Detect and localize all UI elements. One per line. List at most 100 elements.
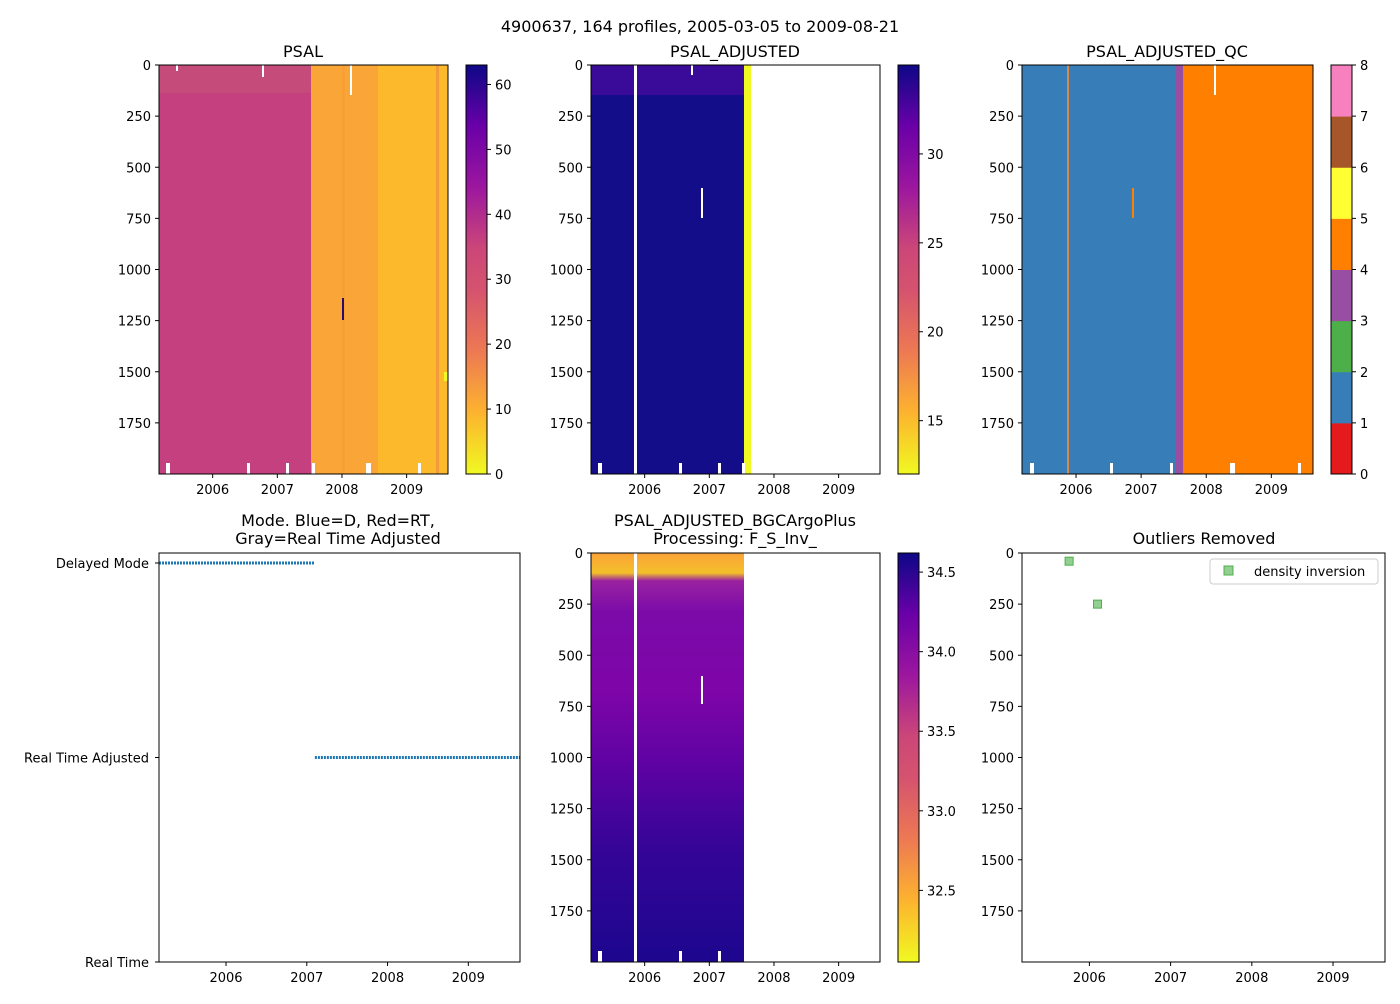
colorbar-tick-label: 7 — [1360, 110, 1368, 125]
colorbar-tick-label: 20 — [927, 326, 944, 341]
y-tick-label: 1750 — [981, 905, 1014, 920]
psal-gap — [366, 463, 371, 474]
qc-region-3 — [1176, 65, 1183, 474]
y-ticks-psal: 0 250 500 750 1000 1250 1500 1750 — [118, 59, 159, 432]
bgc-gap-line — [634, 553, 637, 962]
y-tick-label: 1250 — [550, 315, 583, 330]
axes-frame-outliers — [1021, 552, 1386, 963]
y-tick-label: 750 — [558, 212, 583, 227]
colorbar-tick-label: 0 — [495, 468, 503, 483]
qc-gap — [1110, 463, 1113, 474]
bgc-gap — [718, 951, 721, 962]
x-ticks-bgc: 2006 2007 2008 2009 — [628, 962, 855, 986]
psal-gap — [176, 65, 178, 71]
panel-outliers: Outliers Removed 0 250 500 750 1000 1250 1500 1… — [981, 529, 1386, 986]
psal-gap — [312, 463, 315, 474]
y-tick-label: Real Time Adjusted — [24, 752, 149, 767]
adj-gap — [718, 463, 721, 474]
x-tick-label: 2007 — [1154, 971, 1187, 986]
y-ticks-psal-adjusted-qc: 0 250 500 750 1000 1250 1500 1750 — [981, 59, 1022, 432]
colorbar-tick-label: 60 — [495, 78, 512, 93]
y-tick-label: 1500 — [981, 366, 1014, 381]
panel-title-outliers: Outliers Removed — [1133, 529, 1276, 548]
qc-region-4 — [1183, 65, 1313, 474]
y-tick-label: 1750 — [550, 417, 583, 432]
panel-mode: Mode. Blue=D, Red=RT, Gray=Real Time Adj… — [24, 511, 521, 986]
y-tick-label: 750 — [989, 700, 1014, 715]
y-tick-label: 0 — [575, 547, 583, 562]
y-tick-label: Delayed Mode — [56, 557, 149, 572]
x-tick-label: 2008 — [325, 483, 358, 498]
adj-gap — [742, 463, 745, 474]
psal-gap — [350, 65, 352, 95]
x-ticks-psal-adjusted-qc: 2006 2007 2008 2009 — [1059, 474, 1288, 498]
psal-stripe — [342, 65, 345, 474]
x-tick-label: 2007 — [290, 971, 323, 986]
colorbar-tick-label: 1 — [1360, 417, 1368, 432]
colorbar-tick-label: 30 — [927, 148, 944, 163]
colorbar-tick-label: 33.0 — [927, 805, 956, 820]
colorbar-bgc — [897, 552, 920, 963]
y-tick-label: 0 — [575, 59, 583, 74]
x-tick-label: 2008 — [757, 971, 790, 986]
x-tick-label: 2007 — [261, 483, 294, 498]
x-tick-label: 2006 — [628, 971, 661, 986]
panel-title-bgc-line2: Processing: F_S_Inv_ — [653, 529, 818, 549]
legend-marker — [1223, 565, 1234, 576]
adj-gap — [691, 65, 693, 75]
qc-gap — [1298, 463, 1301, 474]
qc-gap — [1214, 65, 1216, 95]
y-ticks-bgc: 0 250 500 750 1000 1250 1500 1750 — [550, 547, 591, 920]
outlier-point — [1064, 556, 1074, 566]
y-tick-label: 250 — [558, 598, 583, 613]
y-tick-label: 250 — [558, 110, 583, 125]
colorbar-tick-label: 8 — [1360, 59, 1368, 74]
y-tick-label: 0 — [1006, 59, 1014, 74]
y-tick-label: 1250 — [981, 803, 1014, 818]
bgc-region-bottom — [591, 950, 744, 962]
y-tick-label: 1750 — [550, 905, 583, 920]
colorbar-ticks-psal-adjusted-qc: 0 1 2 3 4 5 6 7 8 — [1352, 59, 1368, 483]
adj-gap — [598, 463, 602, 474]
psal-mark — [342, 298, 344, 320]
heatmap-bgc — [591, 553, 744, 962]
x-tick-label: 2006 — [628, 483, 661, 498]
qc-line — [1067, 65, 1069, 474]
colorbar-tick-label: 6 — [1360, 161, 1368, 176]
colorbar-tick-label: 10 — [495, 403, 512, 418]
bgc-gap — [679, 951, 682, 962]
colorbar-ticks-psal-adjusted: 15 20 25 30 — [919, 148, 944, 430]
y-tick-label: 750 — [126, 212, 151, 227]
colorbar-tick-label: 34.0 — [927, 646, 956, 661]
bgc-region-main — [591, 553, 744, 950]
colorbar-tick-label: 5 — [1360, 212, 1368, 227]
x-tick-label: 2009 — [1255, 483, 1288, 498]
y-tick-label: 0 — [143, 59, 151, 74]
y-ticks-outliers: 0 250 500 750 1000 1250 1500 1750 — [981, 547, 1022, 920]
x-tick-label: 2008 — [371, 971, 404, 986]
colorbar-tick-label: 33.5 — [927, 725, 956, 740]
adj-gap — [679, 463, 682, 474]
x-tick-label: 2007 — [693, 971, 726, 986]
colorbar-band — [1331, 218, 1352, 270]
x-tick-label: 2007 — [693, 483, 726, 498]
figure-suptitle: 4900637, 164 profiles, 2005-03-05 to 200… — [501, 17, 899, 36]
y-tick-label: 1000 — [550, 264, 583, 279]
colorbar-tick-label: 2 — [1360, 366, 1368, 381]
y-tick-label: Real Time — [85, 956, 149, 971]
colorbar-band — [1331, 320, 1352, 373]
heatmap-psal-adjusted — [591, 65, 751, 474]
panel-title-bgc-line1: PSAL_ADJUSTED_BGCArgoPlus — [614, 511, 856, 531]
y-tick-label: 500 — [558, 161, 583, 176]
colorbar-tick-label: 4 — [1360, 264, 1368, 279]
x-tick-label: 2006 — [1073, 971, 1106, 986]
psal-region-left — [159, 65, 311, 474]
colorbar-tick-label: 15 — [927, 415, 944, 430]
legend-label: density inversion — [1254, 565, 1365, 580]
y-tick-label: 1250 — [981, 315, 1014, 330]
y-tick-label: 1750 — [981, 417, 1014, 432]
psal-stripe — [436, 65, 439, 474]
psal-gap — [286, 463, 289, 474]
colorbar-band — [1331, 422, 1352, 475]
y-tick-label: 750 — [558, 700, 583, 715]
